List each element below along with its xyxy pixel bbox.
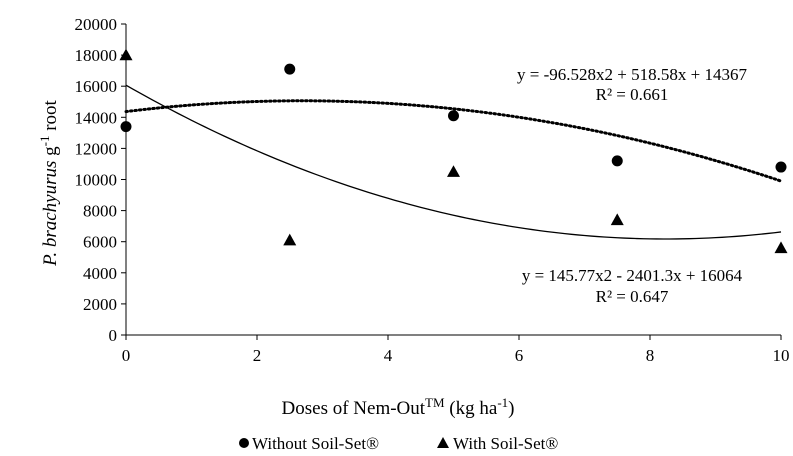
legend: Without Soil-Set® With Soil-Set® [239,434,558,453]
y-axis-label: P. brachyurus g-1 root [37,99,61,266]
x-axis-label-sup: TM [425,395,445,410]
y-axis-label-italic: P. brachyurus [40,161,61,267]
legend-marker-without [239,438,249,448]
point-with-soil-set [774,241,788,254]
point-without-soil-set [120,121,132,133]
x-axis-label: Doses of Nem-OutTM (kg ha-1) [282,395,515,419]
point-without-soil-set [611,155,623,167]
y-tick-label: 20000 [75,15,118,34]
x-axis-label-unit-close: ) [508,398,514,419]
y-axis: 0 2000 4000 6000 8000 10000 12000 14000 16000 180… [75,15,127,345]
trendlines [124,84,783,240]
trendline-without [124,99,783,183]
y-tick-label: 2000 [83,295,117,314]
x-axis-label-unit-sup: -1 [497,395,508,410]
trend-r2-without: R² = 0.661 [596,85,669,104]
x-tick-label: 10 [773,346,790,365]
x-tick-label: 4 [384,346,393,365]
x-axis: 0 2 4 6 8 10 [122,334,790,365]
y-tick-label: 0 [109,326,118,345]
point-with-soil-set [283,233,297,246]
point-with-soil-set [119,48,133,61]
y-axis-label-mid: g [40,146,61,161]
legend-label-without: Without Soil-Set® [252,434,379,453]
point-without-soil-set [448,110,459,122]
x-tick-label: 0 [122,346,131,365]
x-tick-label: 6 [515,346,524,365]
markers [119,48,788,254]
trendline-with [125,84,782,240]
point-without-soil-set [284,63,296,75]
point-without-soil-set [775,161,787,173]
y-tick-label: 16000 [75,77,118,96]
y-tick-label: 12000 [75,139,118,158]
trend-equation-with: y = 145.77x2 - 2401.3x + 16064 [522,266,743,285]
y-tick-label: 14000 [75,108,118,127]
trend-equation-without: y = -96.528x2 + 518.58x + 14367 [517,65,747,84]
y-tick-label: 18000 [75,46,118,65]
x-tick-label: 2 [253,346,262,365]
legend-label-with: With Soil-Set® [453,434,558,453]
point-with-soil-set [610,213,624,226]
point-with-soil-set [447,165,460,177]
y-tick-label: 6000 [83,233,117,252]
y-tick-label: 4000 [83,264,117,283]
y-axis-label-tail: root [40,99,61,135]
y-axis-label-sup: -1 [37,136,52,147]
legend-marker-with [437,437,449,448]
trend-r2-with: R² = 0.647 [596,287,669,306]
x-tick-label: 8 [646,346,655,365]
x-axis-label-main: Doses of Nem-Out [282,398,426,419]
y-tick-label: 8000 [83,202,117,221]
x-axis-label-unit-open: (kg ha [445,398,498,419]
y-tick-label: 10000 [75,171,118,190]
